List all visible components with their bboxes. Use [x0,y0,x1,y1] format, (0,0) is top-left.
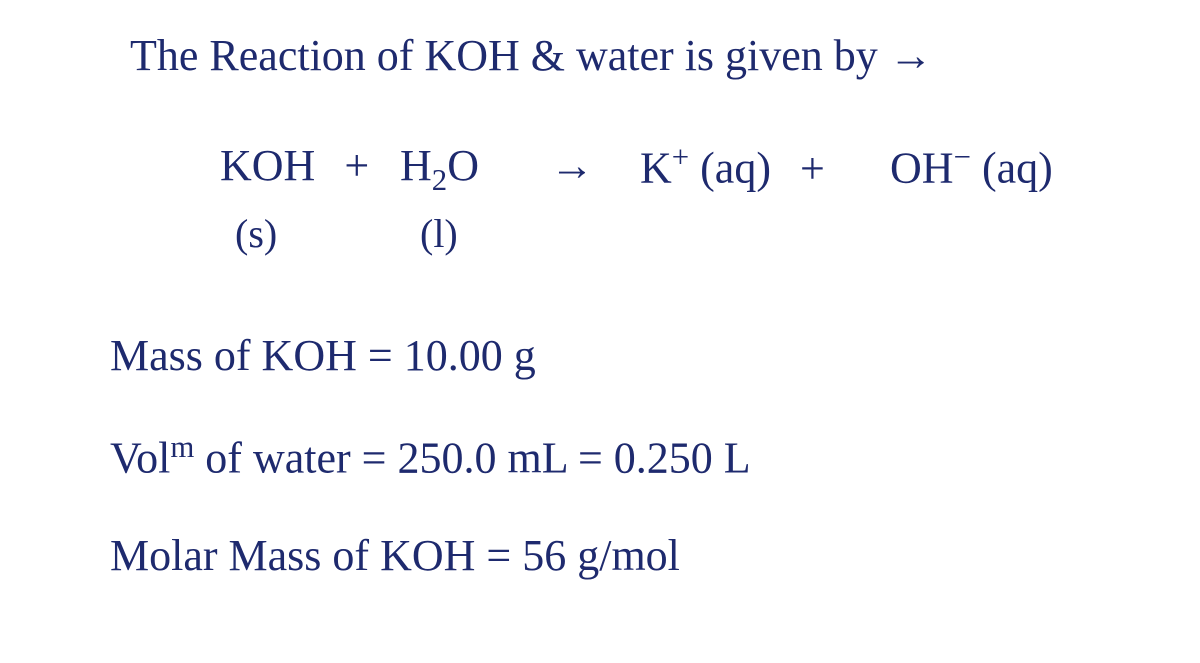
vol-rest: of water = 250.0 mL = 0.250 L [194,434,750,483]
oh-sup: − [954,140,971,174]
oh-text: OH [890,144,954,193]
state-solid: (s) [235,210,277,257]
mass-koh-line: Mass of KOH = 10.00 g [110,330,536,381]
h2o-h: H [400,141,432,190]
reaction-arrow-icon: → [550,140,594,191]
reactant-koh: KOH + [220,140,369,191]
k-sup: + [672,140,689,174]
product-oh-minus: OH− (aq) [890,140,1053,194]
product-k-plus: K+ (aq) + [640,140,825,194]
k-state: (aq) [689,144,771,193]
reactant-h2o: H2O [400,140,479,198]
oh-state: (aq) [971,144,1053,193]
molar-mass-line: Molar Mass of KOH = 56 g/mol [110,530,680,581]
vol-sup: m [170,430,194,464]
k-text: K [640,144,672,193]
plus1: + [344,141,369,190]
h2o-o: O [447,141,479,190]
vol-prefix: Vol [110,434,170,483]
volume-water-line: Volm of water = 250.0 mL = 0.250 L [110,430,751,484]
plus2: + [800,144,825,193]
h2o-sub: 2 [432,163,447,197]
handwritten-note: The Reaction of KOH & water is given by … [0,0,1200,663]
reactant1-text: KOH [220,141,315,190]
title-line: The Reaction of KOH & water is given by … [130,30,933,81]
state-liquid: (l) [420,210,458,257]
